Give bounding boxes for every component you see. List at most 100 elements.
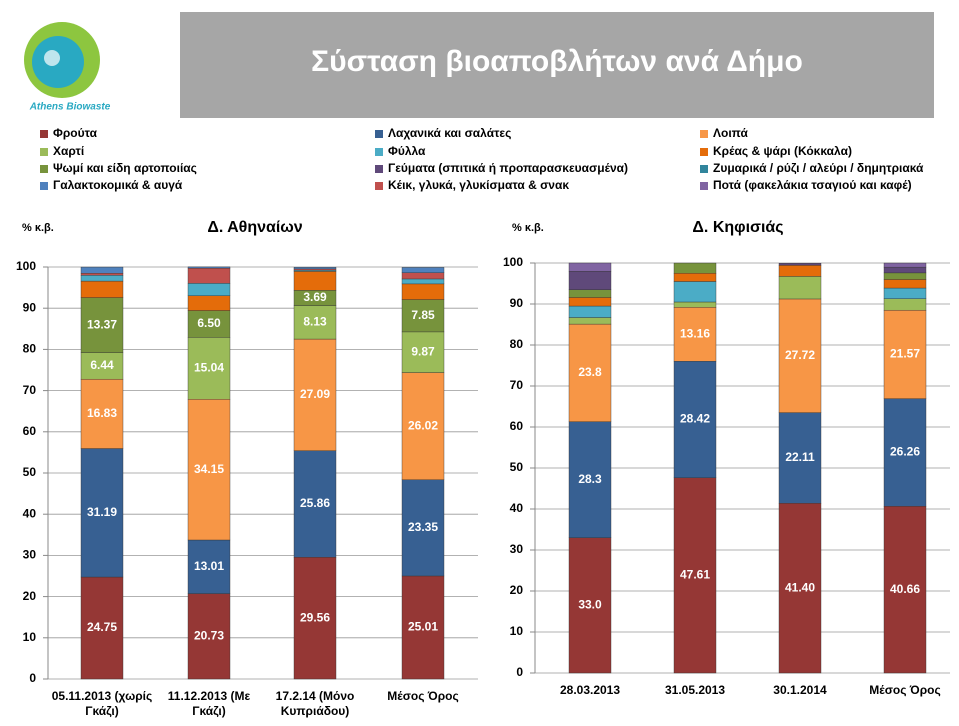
y-tick-label: 90 (510, 296, 524, 310)
bar-segment (568, 262, 612, 272)
x-tick-label: 30.1.2014 (773, 683, 827, 697)
bar-segment (293, 338, 337, 451)
legend-swatch (375, 130, 383, 138)
bar-segment (568, 305, 612, 318)
legend-swatch (375, 148, 383, 156)
legend-label: Φρούτα (53, 126, 98, 140)
bar-segment (568, 289, 612, 298)
y-tick-label: 40 (510, 501, 524, 515)
data-label: 25.86 (300, 496, 330, 510)
data-label: 23.8 (578, 365, 602, 379)
data-label: 47.61 (680, 568, 710, 582)
legend-swatch (375, 165, 383, 173)
y-tick-label: 90 (23, 300, 37, 314)
legend-swatch (375, 182, 383, 190)
y-tick-label: 0 (29, 671, 36, 685)
bar-segment (293, 267, 337, 270)
bar-segment (778, 276, 822, 300)
y-tick-label: 0 (516, 665, 523, 679)
chart-title: Δ. Αθηναίων (207, 219, 302, 236)
data-label: 28.3 (578, 472, 602, 486)
data-label: 24.75 (87, 620, 117, 634)
data-label: 13.37 (87, 317, 117, 331)
legend-label: Λοιπά (713, 126, 749, 140)
data-label: 41.40 (785, 580, 815, 594)
data-label: 13.01 (194, 559, 224, 573)
slide-title: Σύσταση βιοαποβλήτων ανά Δήμο (311, 45, 803, 78)
legend-swatch (40, 165, 48, 173)
bar-segment (401, 479, 445, 577)
data-label: 29.56 (300, 610, 330, 624)
legend-label: Ζυμαρικά / ρύζι / αλεύρι / δημητριακά (713, 161, 924, 175)
y-tick-label: 10 (23, 630, 37, 644)
y-axis-label: % κ.β. (22, 222, 54, 234)
y-tick-label: 80 (23, 342, 37, 356)
data-label: 31.19 (87, 505, 117, 519)
legend-swatch (40, 182, 48, 190)
bar-segment (568, 317, 612, 325)
bar-segment (883, 266, 927, 274)
y-tick-label: 60 (23, 424, 37, 438)
y-tick-label: 30 (23, 548, 37, 562)
bar-segment (80, 352, 124, 380)
logo-dot (44, 50, 60, 66)
y-tick-label: 60 (510, 419, 524, 433)
bar-segment (883, 398, 927, 507)
bar-segment (401, 575, 445, 680)
legend-label: Κέικ, γλυκά, γλυκίσματα & σνακ (388, 178, 569, 192)
data-label: 34.15 (194, 462, 224, 476)
bar-segment (401, 372, 445, 480)
bar-segment (673, 301, 717, 308)
legend-label: Κρέας & ψάρι (Κόκκαλα) (713, 144, 852, 158)
y-tick-label: 10 (510, 624, 524, 638)
legend-swatch (700, 182, 708, 190)
bar-segment (673, 477, 717, 674)
bar-segment (80, 280, 124, 298)
bar-segment (778, 265, 822, 277)
data-label: 28.42 (680, 412, 710, 426)
bar-segment (883, 309, 927, 399)
data-label: 22.11 (785, 450, 815, 464)
legend-label: Χαρτί (53, 144, 84, 158)
legend-label: Γεύματα (σπιτικά ή προπαρασκευασμένα) (388, 161, 628, 175)
bar-segment (568, 297, 612, 307)
bar-segment (293, 557, 337, 680)
bar-segment (883, 298, 927, 311)
bar-segment (401, 331, 445, 373)
y-tick-label: 70 (510, 378, 524, 392)
legend-label: Ποτά (φακελάκια τσαγιού και καφέ) (713, 178, 912, 192)
bar-segment (673, 361, 717, 478)
bar-segment (80, 273, 124, 276)
legend-swatch (700, 148, 708, 156)
bar-segment (673, 273, 717, 282)
bar-segment (568, 323, 612, 422)
bar-segment (673, 307, 717, 362)
bar-segment (568, 421, 612, 538)
bar-segment (80, 266, 124, 274)
bar-segment (778, 298, 822, 413)
data-label: 6.50 (197, 316, 221, 330)
y-tick-label: 30 (510, 542, 524, 556)
bar-segment (673, 262, 717, 274)
bar-segment (187, 283, 231, 296)
y-tick-label: 50 (23, 465, 37, 479)
legend-label: Ψωμί και είδη αρτοποιίας (53, 161, 197, 175)
bar-segment (401, 283, 445, 300)
data-label: 16.83 (87, 406, 117, 420)
data-label: 15.04 (194, 360, 224, 374)
data-label: 40.66 (890, 582, 920, 596)
data-label: 27.72 (785, 348, 815, 362)
data-label: 13.16 (680, 326, 710, 340)
x-tick-label: 05.11.2013 (χωρίς Γκάζι) (51, 689, 153, 718)
bar-segment (80, 378, 124, 449)
header-band (180, 12, 934, 118)
bar-segment (80, 448, 124, 578)
bar-segment (80, 576, 124, 680)
legend-swatch (700, 165, 708, 173)
bar-segment (883, 279, 927, 289)
bar-segment (80, 275, 124, 282)
y-tick-label: 20 (23, 589, 37, 603)
chart-title: Δ. Κηφισιάς (692, 219, 783, 236)
data-label: 33.0 (578, 598, 602, 612)
y-tick-label: 40 (23, 506, 37, 520)
